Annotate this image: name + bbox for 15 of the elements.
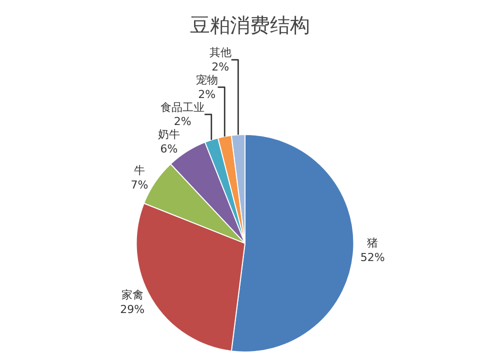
slice-label: 宠物 [196,74,218,87]
data-label: 2% [174,115,192,128]
chart-title: 豆粕消费结构 [190,13,310,38]
slice-label: 食品工业 [160,100,205,114]
data-label: 2% [198,88,216,101]
data-label: 52% [360,250,385,264]
data-label: 6% [160,142,178,156]
slice-label: 其他 [209,46,232,60]
slice-label: 奶牛 [158,128,180,142]
slice-label: 家禽 [121,288,144,302]
slice-label: 牛 [134,164,146,178]
data-label: 29% [120,302,145,316]
slice-label: 猪 [367,236,378,250]
data-label: 7% [130,178,148,192]
data-label: 2% [212,60,230,74]
